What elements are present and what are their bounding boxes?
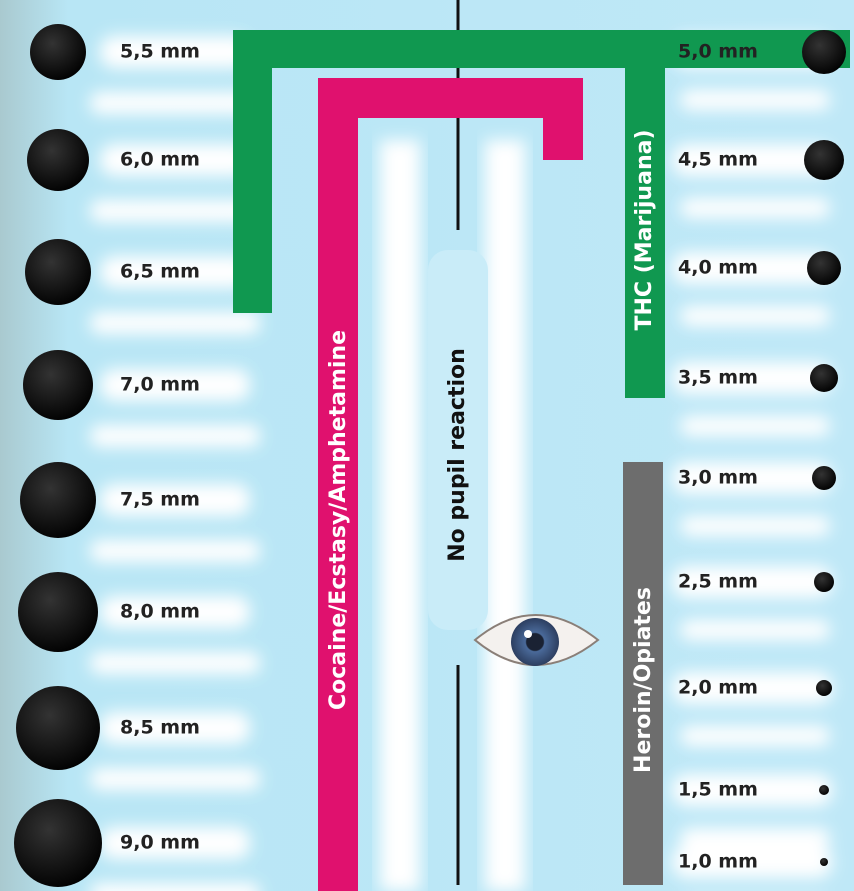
stripe	[90, 540, 260, 562]
size-label: 5,5 mm	[120, 41, 200, 63]
stripe	[100, 712, 250, 744]
stripe	[680, 198, 830, 218]
stripe	[672, 144, 832, 176]
stripe	[90, 652, 260, 674]
stripes	[90, 36, 832, 891]
pupil-dot	[812, 466, 836, 490]
pupil-dot	[27, 129, 89, 191]
pupil-dot	[23, 350, 93, 420]
stripe	[672, 566, 832, 598]
stripe	[100, 36, 250, 68]
pupil-dot	[807, 251, 841, 285]
size-label: 3,0 mm	[678, 467, 758, 489]
stripe	[90, 312, 260, 334]
size-label: 6,5 mm	[120, 261, 200, 283]
pupil-dot	[20, 462, 96, 538]
pupil-dot	[820, 858, 828, 866]
stripe	[680, 620, 830, 640]
size-label: 3,5 mm	[678, 367, 758, 389]
stripe	[680, 726, 830, 746]
stripe	[680, 516, 830, 536]
pupil-dot	[819, 785, 829, 795]
size-label: 7,5 mm	[120, 489, 200, 511]
stimulant-label: Cocaine/Ecstasy/Amphetamine	[326, 330, 351, 710]
stripe	[380, 140, 420, 891]
stripe	[100, 144, 250, 176]
pupil-dot	[14, 799, 102, 887]
opiate-bar	[623, 462, 663, 885]
stripe	[672, 252, 832, 284]
stripe	[90, 425, 260, 447]
stripe	[680, 828, 830, 848]
label-backdrop	[428, 250, 488, 630]
stripe	[100, 369, 250, 401]
pupil-dot	[804, 140, 844, 180]
pupil-dot	[814, 572, 834, 592]
stimulant-bracket	[318, 78, 583, 891]
size-label: 5,0 mm	[678, 41, 758, 63]
size-label: 8,5 mm	[120, 717, 200, 739]
size-label: 2,5 mm	[678, 571, 758, 593]
stripe	[90, 200, 260, 222]
size-label: 1,5 mm	[678, 779, 758, 801]
pupil-dot	[16, 686, 100, 770]
eye	[473, 614, 600, 666]
stripe	[672, 774, 832, 806]
stripe	[100, 484, 250, 516]
size-label: 2,0 mm	[678, 677, 758, 699]
stripe	[100, 596, 250, 628]
pupil-dot	[30, 24, 86, 80]
size-label: 7,0 mm	[120, 374, 200, 396]
pupil-dot	[802, 30, 846, 74]
pupil-dot	[18, 572, 98, 652]
stripe	[672, 462, 832, 494]
stripe	[672, 846, 832, 878]
stripe	[100, 256, 250, 288]
pupil-dot	[816, 680, 832, 696]
size-label: 8,0 mm	[120, 601, 200, 623]
stripe	[100, 827, 250, 859]
no-reaction-label: No pupil reaction	[445, 348, 470, 562]
stripe	[90, 92, 260, 114]
stripe	[680, 416, 830, 436]
opiate-label: Heroin/Opiates	[631, 587, 656, 773]
pupil-dot	[25, 239, 91, 305]
size-label: 6,0 mm	[120, 149, 200, 171]
stripe	[90, 768, 260, 790]
size-label: 9,0 mm	[120, 832, 200, 854]
size-label: 1,0 mm	[678, 851, 758, 873]
stripe	[485, 140, 525, 891]
pupil-dot	[810, 364, 838, 392]
stripe	[90, 883, 260, 891]
thc-bracket	[233, 30, 850, 398]
size-label: 4,0 mm	[678, 257, 758, 279]
thc-label: THC (Marijuana)	[632, 129, 657, 330]
scales: 5,5 mm 6,0 mm 6,5 mm 7,0 mm 7,5 mm 8,0 mm 8,5 …	[14, 24, 846, 887]
stripe	[680, 90, 830, 110]
stripe	[672, 672, 832, 704]
stripe	[680, 306, 830, 326]
size-label: 4,5 mm	[678, 149, 758, 171]
stripe	[672, 362, 832, 394]
